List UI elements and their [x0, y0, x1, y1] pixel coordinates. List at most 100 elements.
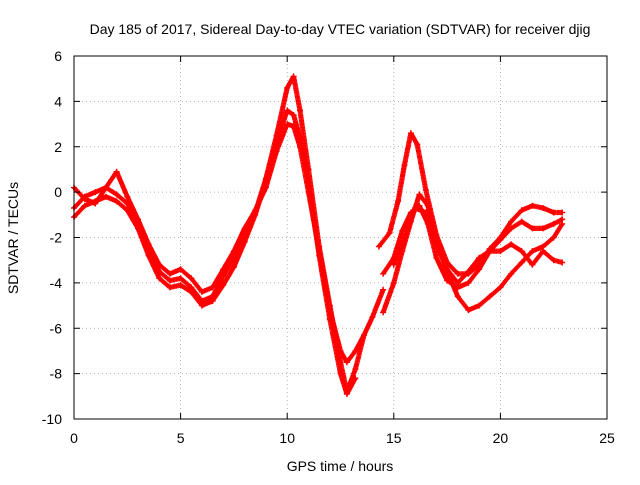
data-point: [518, 248, 525, 255]
y-tick-label: 2: [54, 139, 62, 155]
data-point: [497, 236, 504, 243]
data-point: [518, 218, 525, 225]
data-point: [476, 254, 483, 261]
data-point: [529, 261, 536, 268]
data-point: [386, 230, 393, 236]
data-point: [518, 207, 525, 214]
series-track-1: [71, 121, 387, 366]
x-tick-label: 15: [386, 430, 402, 446]
data-point: [297, 134, 303, 141]
chart-title: Day 185 of 2017, Sidereal Day-to-day VTE…: [90, 21, 591, 37]
data-point: [414, 141, 421, 148]
data-point: [209, 298, 216, 304]
data-point: [508, 241, 515, 248]
data-point: [252, 211, 259, 218]
series-markers: [71, 73, 367, 395]
data-point: [92, 189, 99, 196]
data-point: [465, 268, 472, 275]
x-tick-label: 5: [177, 430, 185, 446]
x-tick-label: 20: [493, 430, 509, 446]
data-point: [454, 270, 461, 277]
data-point: [284, 84, 291, 91]
data-point: [550, 209, 557, 216]
data-point: [81, 193, 88, 200]
series-track-5: [380, 191, 566, 316]
data-point: [273, 139, 280, 146]
data-point: [230, 264, 237, 270]
data-point: [361, 332, 367, 339]
data-point: [518, 259, 525, 266]
data-point: [444, 266, 451, 273]
data-point: [290, 112, 297, 118]
x-tick-label: 25: [599, 430, 615, 446]
data-point: [401, 161, 408, 168]
data-point: [81, 202, 88, 209]
data-point: [103, 193, 109, 200]
data-point: [433, 254, 440, 261]
data-point: [424, 202, 431, 209]
data-point: [407, 130, 414, 137]
data-point: [433, 241, 440, 248]
data-point: [559, 209, 566, 216]
data-point: [550, 220, 557, 227]
series-track-7: [390, 205, 566, 286]
data-point: [177, 275, 184, 282]
x-tick-label: 0: [70, 430, 78, 446]
y-tick-label: -2: [50, 230, 63, 246]
data-point: [416, 191, 423, 198]
data-point: [343, 359, 350, 366]
data-point: [497, 248, 504, 255]
data-point: [156, 275, 163, 282]
data-point: [305, 180, 312, 186]
data-point: [103, 184, 109, 191]
data-point: [559, 259, 566, 266]
data-point: [166, 284, 173, 291]
data-point: [476, 302, 483, 309]
data-point: [550, 257, 557, 264]
data-point: [454, 279, 461, 286]
data-point: [529, 248, 536, 255]
data-point: [198, 288, 205, 295]
data-point: [422, 209, 429, 216]
data-point: [352, 366, 359, 373]
data-point: [540, 248, 546, 255]
data-point: [290, 73, 297, 80]
data-point: [529, 202, 536, 209]
data-point: [316, 252, 323, 259]
data-point: [422, 186, 429, 193]
data-point: [540, 205, 546, 211]
y-tick-label: 0: [54, 184, 62, 200]
data-point: [559, 216, 566, 223]
data-point: [135, 225, 141, 232]
data-point: [380, 309, 387, 316]
data-point: [497, 284, 504, 291]
data-point: [395, 198, 402, 205]
data-point: [262, 177, 269, 184]
data-point: [465, 307, 472, 314]
data-point: [352, 375, 359, 382]
data-point: [465, 279, 472, 286]
data-point: [145, 252, 152, 259]
data-point: [284, 107, 291, 114]
data-point: [124, 193, 131, 200]
data-point: [508, 270, 515, 277]
data-point: [198, 302, 205, 309]
data-point: [188, 275, 195, 282]
y-tick-label: -10: [42, 411, 62, 427]
data-point: [166, 270, 173, 277]
data-point: [188, 288, 195, 295]
data-point: [113, 191, 120, 198]
data-point: [113, 198, 120, 205]
data-point: [454, 293, 461, 300]
data-point: [390, 261, 397, 268]
data-point: [444, 277, 451, 284]
data-point: [401, 234, 408, 241]
data-point: [540, 225, 546, 232]
data-point: [177, 266, 184, 273]
data-point: [124, 207, 131, 214]
data-point: [486, 248, 493, 255]
y-tick-label: -6: [50, 320, 63, 336]
y-tick-label: -8: [50, 366, 63, 382]
